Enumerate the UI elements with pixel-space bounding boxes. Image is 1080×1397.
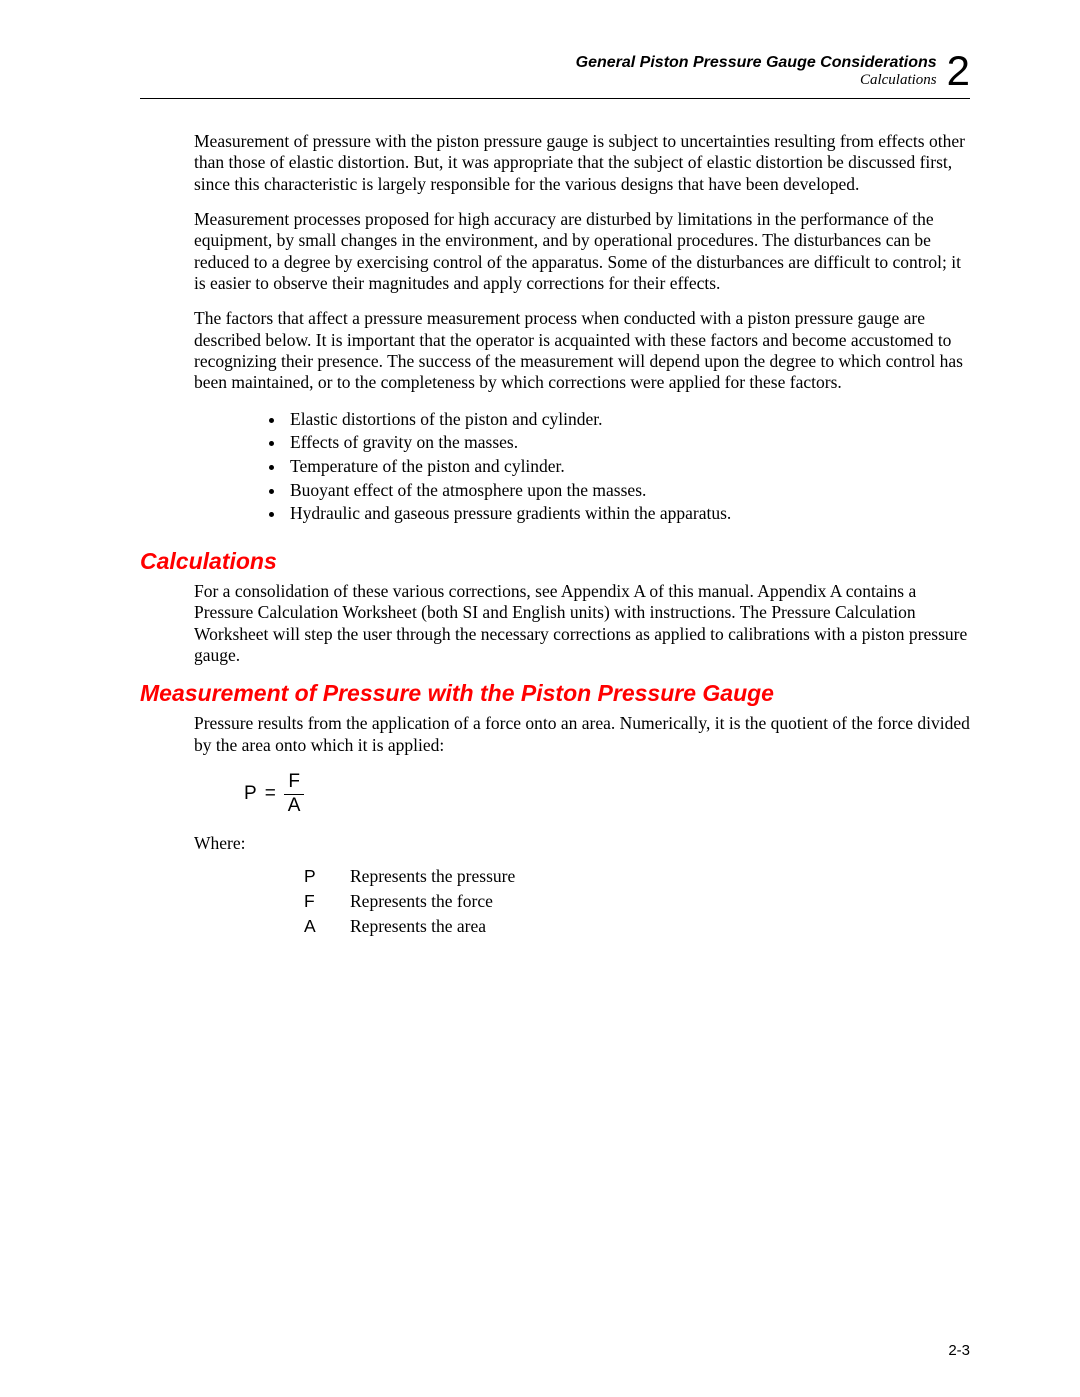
page: General Piston Pressure Gauge Considerat… [0,0,1080,979]
page-header: General Piston Pressure Gauge Considerat… [140,50,970,92]
header-title: General Piston Pressure Gauge Considerat… [576,54,937,72]
factor-item: Buoyant effect of the atmosphere upon th… [286,479,970,503]
calculations-paragraph: For a consolidation of these various cor… [194,581,970,666]
definition-text: Represents the pressure [350,864,529,889]
formula-eq: = [265,783,276,805]
paragraph-1: Measurement of pressure with the piston … [194,131,970,195]
section-heading-calculations: Calculations [140,548,970,575]
formula-fraction: F A [284,772,305,817]
measurement-paragraph: Pressure results from the application of… [194,713,970,756]
definitions-table: P Represents the pressure F Represents t… [304,864,529,939]
formula-denominator: A [284,796,305,817]
chapter-number: 2 [947,50,970,92]
definition-symbol: A [304,914,350,939]
factor-item: Temperature of the piston and cylinder. [286,455,970,479]
paragraph-2: Measurement processes proposed for high … [194,209,970,294]
definition-row: F Represents the force [304,889,529,914]
factor-item: Effects of gravity on the masses. [286,431,970,455]
header-rule [140,98,970,99]
factors-list: Elastic distortions of the piston and cy… [194,408,970,526]
header-text-block: General Piston Pressure Gauge Considerat… [576,54,937,89]
definition-row: P Represents the pressure [304,864,529,889]
formula: P = F A [244,772,970,817]
factor-item: Hydraulic and gaseous pressure gradients… [286,502,970,526]
definition-text: Represents the force [350,889,529,914]
formula-numerator: F [284,772,304,793]
intro-block: Measurement of pressure with the piston … [194,131,970,526]
where-label: Where: [194,833,970,854]
header-subtitle: Calculations [576,72,937,89]
definition-row: A Represents the area [304,914,529,939]
calculations-block: For a consolidation of these various cor… [194,581,970,666]
formula-lhs: P [244,783,257,805]
definition-symbol: P [304,864,350,889]
paragraph-3: The factors that affect a pressure measu… [194,308,970,393]
definition-text: Represents the area [350,914,529,939]
section-heading-measurement: Measurement of Pressure with the Piston … [140,680,970,707]
measurement-block: Pressure results from the application of… [194,713,970,938]
page-number: 2-3 [948,1342,970,1359]
definition-symbol: F [304,889,350,914]
factor-item: Elastic distortions of the piston and cy… [286,408,970,432]
